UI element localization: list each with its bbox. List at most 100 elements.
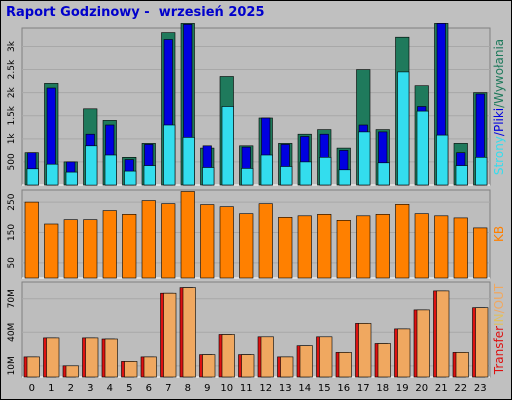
bar-kb-3	[83, 219, 98, 279]
x-tick-label: 21	[435, 383, 448, 394]
bar-out-12	[260, 336, 274, 378]
bar-kb-18	[375, 214, 390, 279]
bar-out-3	[85, 337, 99, 378]
bar-kb-20	[414, 213, 429, 279]
panel-background	[21, 189, 491, 279]
bar-strony-17	[358, 131, 371, 186]
bar-out-16	[338, 352, 352, 378]
x-tick-label: 12	[259, 383, 272, 394]
y-tick-label: 40M	[7, 323, 17, 342]
bar-out-13	[280, 356, 294, 378]
bar-out-22	[455, 352, 469, 378]
x-tick-label: 14	[298, 383, 311, 394]
bar-out-0	[26, 356, 40, 378]
y-tick-label: 10M	[7, 356, 17, 375]
x-tick-label: 0	[29, 383, 35, 394]
bar-kb-5	[122, 214, 137, 279]
x-tick-label: 2	[68, 383, 74, 394]
right-label-part: Pliki	[492, 108, 506, 132]
panel-background	[21, 281, 491, 378]
y-tick-label: 50	[7, 257, 17, 269]
bar-out-4	[104, 338, 118, 378]
bar-strony-12	[260, 154, 273, 186]
bar-strony-14	[299, 161, 312, 186]
bar-out-15	[319, 336, 333, 378]
x-tick-label: 8	[185, 383, 191, 394]
right-label-transfer: TransferIN/OUT	[492, 283, 506, 375]
bar-out-1	[46, 337, 60, 378]
bar-kb-2	[63, 219, 78, 279]
x-tick-label: 4	[107, 383, 113, 394]
bar-strony-10	[221, 106, 234, 186]
bar-strony-11	[241, 168, 254, 186]
bar-kb-0	[24, 201, 39, 279]
x-tick-label: 22	[454, 383, 467, 394]
x-tick-label: 18	[376, 383, 389, 394]
right-label-part: IN	[492, 313, 506, 326]
bar-strony-0	[26, 168, 39, 186]
x-tick-label: 5	[126, 383, 132, 394]
right-label-part: KB	[492, 226, 506, 242]
x-tick-label: 3	[87, 383, 93, 394]
bar-kb-6	[141, 200, 156, 279]
right-label-part: /OUT	[492, 283, 506, 313]
right-label-part: /	[492, 103, 506, 108]
panel-background	[21, 27, 491, 186]
bar-strony-22	[455, 165, 468, 186]
panel-0: 500 1k 1.5k 2k 2.5k 3k	[7, 23, 491, 186]
bar-out-7	[163, 292, 177, 378]
y-tick-label: 2.5k	[7, 59, 17, 79]
bar-strony-7	[163, 124, 176, 186]
bar-kb-22	[453, 217, 468, 279]
bar-out-17	[358, 323, 372, 378]
bar-out-11	[241, 354, 255, 378]
bar-kb-8	[180, 191, 195, 279]
bar-strony-15	[319, 157, 332, 186]
bar-strony-13	[280, 166, 293, 186]
y-tick-label: 2k	[7, 86, 17, 98]
x-tick-label: 17	[357, 383, 370, 394]
x-tick-label: 20	[415, 383, 428, 394]
bar-strony-3	[85, 145, 98, 186]
right-label-part: Strony	[492, 136, 506, 175]
y-tick-label: 250	[7, 193, 17, 210]
bar-strony-6	[143, 165, 156, 186]
bar-kb-23	[473, 227, 488, 279]
bar-out-21	[436, 290, 450, 378]
bar-out-8	[182, 287, 196, 378]
bar-kb-10	[219, 206, 234, 279]
bar-out-18	[377, 343, 391, 378]
panel-2: 10M 40M 70M	[7, 281, 491, 378]
bar-kb-19	[395, 204, 410, 279]
bar-out-5	[124, 361, 138, 378]
y-tick-label: 500	[7, 153, 17, 170]
bar-kb-7	[161, 203, 176, 279]
x-tick-label: 9	[204, 383, 210, 394]
bar-kb-11	[239, 213, 254, 279]
right-label-part: Wywołania	[492, 39, 506, 104]
bar-kb-13	[278, 217, 293, 279]
right-label-strony-pliki-wywolania: Strony/Pliki/Wywołania	[492, 39, 506, 175]
y-tick-label: 70M	[7, 289, 17, 308]
panel-1: 50 150 250	[7, 189, 491, 279]
bar-strony-16	[338, 169, 351, 186]
bar-strony-5	[124, 170, 137, 186]
bar-kb-21	[434, 215, 449, 279]
x-tick-label: 16	[337, 383, 350, 394]
bar-strony-9	[202, 167, 215, 186]
bar-kb-16	[336, 220, 351, 279]
bar-strony-18	[377, 162, 390, 186]
x-tick-label: 13	[279, 383, 292, 394]
bar-kb-14	[297, 215, 312, 279]
y-tick-label: 150	[7, 224, 17, 241]
bar-kb-17	[356, 215, 371, 279]
right-label-part: /	[492, 131, 506, 136]
bar-strony-21	[436, 134, 449, 186]
x-tick-label: 1	[48, 383, 54, 394]
bar-strony-23	[475, 157, 488, 186]
y-tick-label: 1k	[7, 133, 17, 145]
bar-kb-4	[102, 210, 117, 279]
x-tick-label: 11	[240, 383, 253, 394]
bar-strony-4	[104, 154, 117, 186]
